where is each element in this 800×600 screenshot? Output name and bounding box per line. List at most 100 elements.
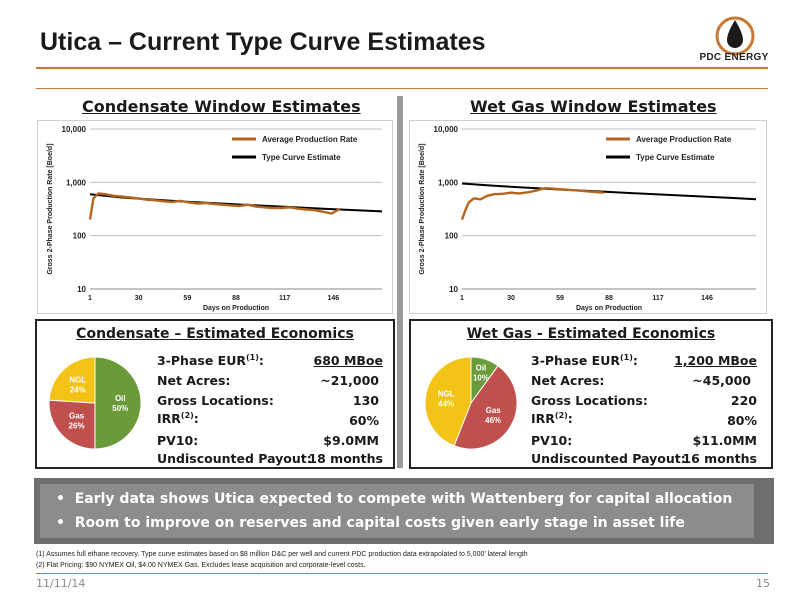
locations-value: 220	[730, 393, 757, 408]
locations-value: 130	[352, 393, 379, 408]
y-tick-label: 100	[445, 232, 459, 241]
payout-label: Undiscounted Payout:	[157, 451, 312, 466]
x-tick-label: 30	[135, 295, 143, 302]
pie-value-label: 46%	[485, 416, 501, 425]
x-tick-label: 59	[183, 295, 191, 302]
condensate-section-title: Condensate Window Estimates	[82, 97, 361, 116]
locations-label: Gross Locations:	[157, 393, 274, 408]
section-divider	[397, 96, 403, 468]
pv10-value: $9.0MM	[323, 433, 379, 448]
pie-label: Gas	[69, 411, 85, 420]
pie-slice-ngl	[424, 356, 472, 447]
y-tick-label: 10,000	[434, 125, 459, 134]
key-takeaways-box: • Early data shows Utica expected to com…	[34, 478, 774, 544]
wet-gas-chart: 10 100 1,000 10,000 1 30 59 88 117 146 Days on Pro…	[419, 125, 757, 312]
legend-box	[600, 131, 750, 167]
condensate-chart-frame: 10 100 1,000 10,000 1 30 59 88 117 146 Days on Pro…	[37, 120, 393, 314]
legend-box	[226, 131, 376, 167]
eur-label: 3-Phase EUR(1):	[157, 353, 264, 369]
pie-slice-ngl	[48, 356, 96, 404]
logo-text: PDC ENERGY	[699, 52, 769, 63]
series-type-curve	[461, 182, 757, 201]
header-rule	[36, 88, 768, 89]
key-takeaways-panel: • Early data shows Utica expected to com…	[40, 484, 754, 538]
pv10-label: PV10:	[531, 433, 573, 448]
condensate-economics-title: Condensate – Estimated Economics	[76, 326, 354, 342]
footnote: (1) Assumes full ethane recovery. Type c…	[36, 551, 528, 558]
x-tick-label: 88	[232, 295, 240, 302]
wet-gas-economics-title: Wet Gas - Estimated Economics	[466, 326, 716, 342]
payout-value: 16 months	[682, 451, 757, 466]
acres-label: Net Acres:	[531, 373, 605, 388]
x-tick-label: 88	[605, 295, 613, 302]
x-axis-label: Days on Production	[576, 305, 642, 312]
y-tick-label: 1,000	[438, 178, 459, 187]
x-tick-label: 1	[88, 295, 92, 302]
footer-rule	[36, 573, 768, 574]
pie-value-label: 44%	[438, 399, 454, 408]
irr-value: 60%	[349, 413, 379, 428]
pv10-value: $11.0MM	[692, 433, 757, 448]
pie-label: Oil	[115, 394, 126, 403]
y-tick-label: 100	[73, 232, 87, 241]
pie-value-label: 10%	[473, 373, 489, 382]
acres-value: ~45,000	[692, 373, 751, 388]
locations-label: Gross Locations:	[531, 393, 648, 408]
irr-label: IRR(2):	[157, 411, 199, 427]
x-tick-label: 117	[652, 295, 663, 302]
x-tick-label: 117	[279, 295, 290, 302]
pie-value-label: 26%	[69, 421, 85, 430]
irr-label: IRR(2):	[531, 411, 573, 427]
x-tick-label: 146	[327, 295, 339, 302]
pv10-label: PV10:	[157, 433, 199, 448]
x-tick-label: 30	[507, 295, 515, 302]
y-axis-label: Gross 2-Phase Production Rate [Boe/d]	[419, 143, 426, 274]
y-tick-label: 10	[77, 285, 86, 294]
condensate-economics-box: Condensate – Estimated Economics Oil 50% G…	[35, 319, 395, 469]
footnote: (2) Flat Pricing: $90 NYMEX Oil, $4.00 N…	[36, 562, 366, 569]
pie-label: Oil	[476, 363, 487, 372]
y-axis-label: Gross 2-Phase Production Rate [Boe/d]	[47, 143, 54, 274]
slide-date: 11/11/14	[36, 577, 86, 590]
pie-label: Gas	[486, 406, 502, 415]
payout-value: 18 months	[308, 451, 383, 466]
page-number: 15	[756, 577, 770, 590]
irr-value: 80%	[727, 413, 757, 428]
page-title: Utica – Current Type Curve Estimates	[40, 28, 486, 56]
pie-slice-oil	[94, 356, 142, 450]
y-tick-label: 1,000	[66, 178, 87, 187]
acres-label: Net Acres:	[157, 373, 231, 388]
pie-value-label: 50%	[112, 404, 128, 413]
bullet-item: • Room to improve on reserves and capita…	[56, 515, 685, 531]
legend-label: Average Production Rate	[636, 135, 732, 144]
x-tick-label: 146	[701, 295, 713, 302]
eur-value: 1,200 MBoe	[674, 353, 757, 368]
pie-value-label: 24%	[70, 386, 86, 395]
eur-label: 3-Phase EUR(1):	[531, 353, 638, 369]
pie-label: NGL	[69, 376, 86, 385]
wet-gas-chart-frame: 10 100 1,000 10,000 1 30 59 88 117 146 Days on Pro…	[409, 120, 767, 314]
legend-label: Average Production Rate	[262, 135, 358, 144]
bullet-item: • Early data shows Utica expected to com…	[56, 491, 733, 507]
pie-slice-gas	[48, 399, 96, 450]
title-rule	[36, 67, 768, 69]
eur-value: 680 MBoe	[313, 353, 383, 368]
y-tick-label: 10,000	[62, 125, 87, 134]
condensate-chart: 10 100 1,000 10,000 1 30 59 88 117 146 Days on Pro…	[47, 125, 383, 312]
series-average-production	[460, 186, 604, 221]
legend-label: Type Curve Estimate	[636, 153, 715, 162]
pie-label: NGL	[438, 389, 455, 398]
x-axis-label: Days on Production	[203, 305, 269, 312]
logo-icon	[715, 16, 755, 56]
x-tick-label: 59	[556, 295, 564, 302]
y-tick-label: 10	[449, 285, 458, 294]
wet-gas-economics-box: Wet Gas - Estimated Economics Oil 10% Gas 4…	[409, 319, 773, 469]
wet-gas-section-title: Wet Gas Window Estimates	[470, 97, 717, 116]
payout-label: Undiscounted Payout:	[531, 451, 686, 466]
series-average-production	[88, 192, 341, 220]
acres-value: ~21,000	[320, 373, 379, 388]
pie-slice-gas	[453, 365, 518, 450]
legend-label: Type Curve Estimate	[262, 153, 341, 162]
